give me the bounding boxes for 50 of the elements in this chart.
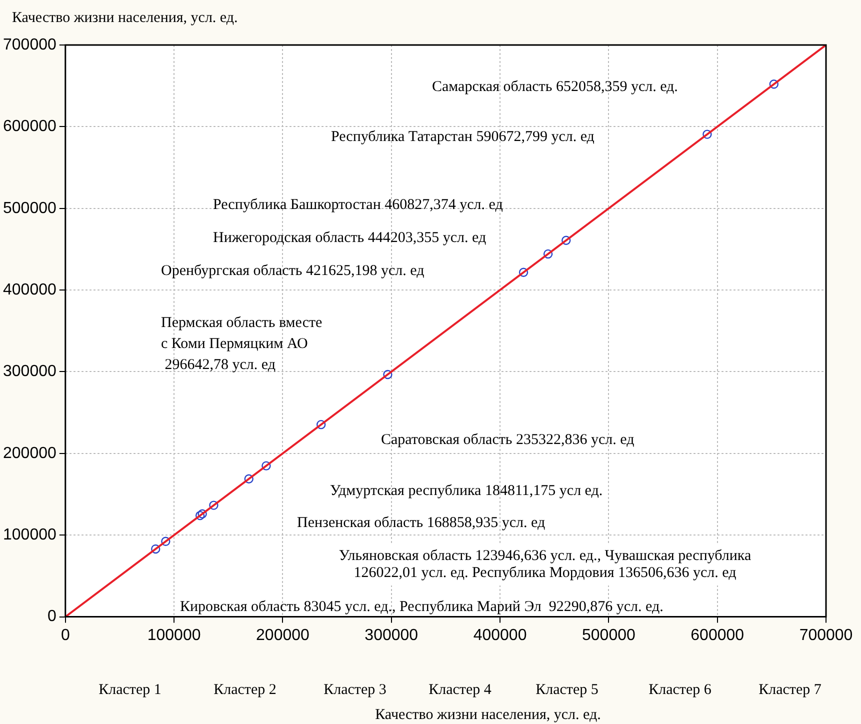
annotation: Ульяновская область 123946,636 усл. ед., Чувашская республика 126022,01 усл. ед. Республика Мордовия 136506,636 усл. ед [338,548,752,581]
x-tick-label: 300000 [364,626,418,644]
point [209,500,218,510]
x-tick-label: 100000 [147,626,201,644]
y-tick-label: 300000 [3,363,56,380]
y-tick-label: 0 [47,608,56,626]
point [316,420,326,430]
point [702,130,712,139]
y-tick-label: 600000 [3,118,56,136]
annotation: Республика Башкортостан 460827,374 усл. ед [213,196,504,213]
x-tick-label: 200000 [256,626,310,644]
annotation: Пензенская область 168858,935 усл. ед [297,514,546,531]
y-tick-label: 500000 [3,200,56,217]
annotation: Нижегородская область 444203,355 усл. ед [213,230,486,246]
x-tick-label: 0 [60,626,70,644]
annotation: Самарская область 652058,359 усл. ед. [432,78,678,95]
y-axis-title: Качество жизни населения, усл. ед. [12,10,238,26]
point [195,510,205,520]
point [543,249,553,259]
annotation: Пермская область вместе с Коми Пермяцким АО 296642,78 усл. ед [161,314,323,373]
annotation: Саратовская область 235322,836 усл. ед [381,432,635,448]
annotation: Кировская область 83045 усл. ед., Республика Марий Эл 92290,876 усл. ед. [180,598,664,615]
text: Кластер 4 [428,682,492,698]
y-tick-label: 100000 [3,526,56,544]
text: Кластер 2 [214,682,276,698]
text: Кластер 7 [758,682,822,698]
point [198,509,207,518]
point [244,474,254,484]
point [562,236,571,245]
x-tick-label: 500000 [582,626,636,644]
y-tick-label: 200000 [3,444,56,462]
point [151,544,160,554]
annotation: Республика Татарстан 590672,799 усл. ед [331,128,595,145]
x-tick-label: 700000 [799,626,853,644]
y-tick-label: 700000 [3,36,56,54]
point [769,80,779,89]
annotation: Удмуртская республика 184811,175 усл ед. [330,482,603,499]
annotation: Оренбургская область 421625,198 усл. ед [161,262,425,279]
x-axis-title: Качество жизни населения, усл. ед. [375,706,601,723]
point [383,370,392,380]
point [161,536,170,546]
text: Кластер 3 [324,682,386,698]
text: Кластер 1 [98,682,162,698]
text: Кластер 5 [536,682,598,698]
x-tick-label: 400000 [473,626,527,644]
point [518,268,528,277]
point [262,461,271,470]
text: Кластер 6 [648,682,712,698]
y-tick-label: 400000 [3,281,56,298]
x-tick-label: 600000 [690,626,744,644]
